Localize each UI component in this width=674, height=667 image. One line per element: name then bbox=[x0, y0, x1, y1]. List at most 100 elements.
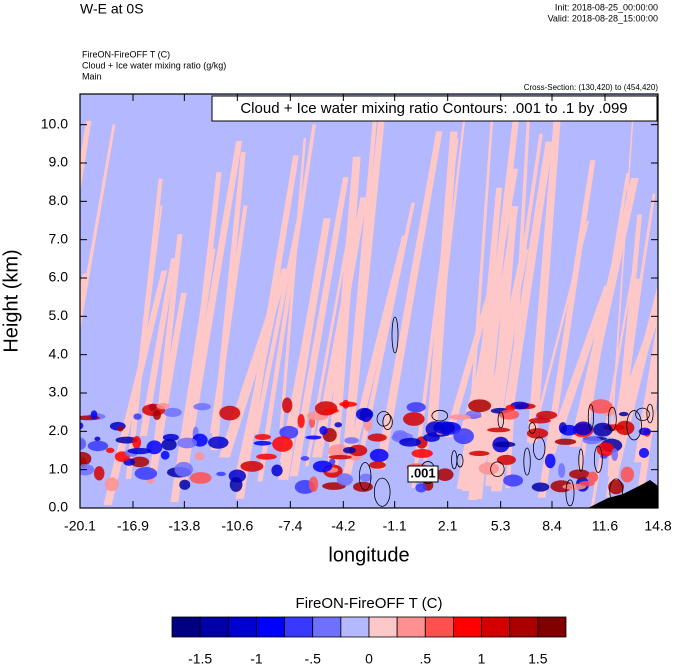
y-tick-label: 4.0 bbox=[49, 345, 69, 361]
y-tick-label: 1.0 bbox=[49, 460, 69, 476]
y-tick-label: 8.0 bbox=[49, 192, 69, 208]
field-blob bbox=[189, 472, 212, 484]
cross-section: Cross-Section: (130,420) to (454,420) bbox=[524, 83, 659, 92]
cloud-contour bbox=[607, 406, 617, 432]
field-stripe bbox=[610, 214, 642, 492]
field-blob bbox=[152, 409, 162, 420]
field-blob bbox=[558, 463, 566, 478]
field-blob bbox=[134, 467, 158, 480]
cloud-contour bbox=[373, 477, 391, 507]
field-blob bbox=[342, 399, 350, 409]
x-axis-label: longitude bbox=[328, 544, 409, 566]
colorbar-box bbox=[340, 616, 370, 638]
field-blob bbox=[229, 477, 243, 492]
cloud-contour bbox=[528, 422, 536, 434]
x-tick-label: -16.9 bbox=[117, 518, 149, 534]
field-blob bbox=[436, 468, 454, 481]
field-blob bbox=[596, 442, 615, 457]
field-blob bbox=[133, 413, 142, 420]
field-blob bbox=[415, 483, 427, 493]
field-blob bbox=[93, 466, 105, 481]
field-stripe bbox=[444, 263, 502, 438]
field-blob bbox=[618, 411, 629, 417]
field-blob bbox=[160, 450, 170, 460]
cloud-contour bbox=[382, 413, 393, 430]
y-tick-label: 5.0 bbox=[49, 307, 69, 323]
field-blob bbox=[161, 438, 177, 451]
field-stripe bbox=[153, 234, 183, 447]
x-tick-label: -13.8 bbox=[168, 518, 200, 534]
x-tick-label: 8.4 bbox=[542, 518, 562, 534]
cloud-contour bbox=[490, 461, 505, 477]
cloud-contour bbox=[497, 411, 505, 429]
field-blob bbox=[587, 471, 599, 483]
field-blob bbox=[336, 473, 353, 486]
field-blob bbox=[493, 441, 516, 448]
field-blob bbox=[528, 417, 551, 424]
colorbar-box bbox=[537, 616, 567, 638]
field-blob bbox=[608, 479, 625, 495]
field-blob bbox=[240, 460, 264, 472]
annotation: Cloud + Ice water mixing ratio Contours:… bbox=[240, 100, 627, 117]
field-blob bbox=[593, 422, 613, 437]
cloud-contour bbox=[358, 462, 372, 491]
subtitle: Cloud + Ice water mixing ratio (g/kg) bbox=[82, 60, 226, 70]
field-blob bbox=[406, 402, 426, 413]
field-blob bbox=[544, 453, 556, 469]
field-blob bbox=[323, 408, 339, 413]
field-blob bbox=[638, 447, 650, 458]
field-blob bbox=[104, 477, 119, 492]
field-blob bbox=[271, 464, 283, 477]
field-blob bbox=[496, 454, 516, 465]
field-blob bbox=[359, 473, 372, 482]
cloud-contour bbox=[565, 479, 575, 507]
field-blob bbox=[510, 401, 530, 410]
field-blob bbox=[272, 436, 293, 452]
field-blob bbox=[194, 452, 205, 461]
y-tick-label: 0.0 bbox=[49, 499, 69, 515]
valid-time: Valid: 2018-08-28_15:00:00 bbox=[548, 13, 658, 23]
field-blob bbox=[305, 435, 322, 440]
field-blob bbox=[615, 420, 635, 436]
x-tick-label: 14.8 bbox=[644, 518, 671, 534]
colorbar-box bbox=[396, 616, 426, 638]
field-blob bbox=[367, 433, 387, 442]
field-stripe bbox=[253, 196, 305, 435]
init-time: Init: 2018-08-25_00:00:00 bbox=[555, 2, 658, 12]
field-stripe bbox=[304, 206, 355, 467]
cloud-contour bbox=[431, 409, 449, 422]
field-stripe bbox=[80, 120, 92, 194]
field-shading bbox=[80, 94, 658, 508]
colorbar-tick-label: 1.5 bbox=[528, 651, 548, 667]
field-blob bbox=[536, 410, 558, 420]
field-blob bbox=[399, 437, 422, 447]
field-stripe bbox=[650, 405, 658, 432]
x-tick-label: 2.1 bbox=[438, 518, 458, 534]
cloud-contour bbox=[376, 411, 391, 427]
field-blob bbox=[162, 433, 179, 442]
field-stripe bbox=[149, 292, 187, 472]
field-blob bbox=[334, 422, 342, 428]
field-blob bbox=[179, 479, 191, 490]
field-blob bbox=[130, 456, 150, 468]
field-blob bbox=[411, 448, 433, 458]
cloud-contour bbox=[635, 407, 650, 421]
colorbar-box bbox=[256, 616, 285, 638]
field-blob bbox=[503, 474, 524, 487]
field-stripe bbox=[326, 156, 361, 475]
field-stripe bbox=[128, 205, 163, 457]
colorbar-box bbox=[227, 616, 257, 638]
field-blob bbox=[87, 440, 109, 452]
field-stripe bbox=[466, 97, 495, 458]
field-stripe bbox=[279, 138, 307, 429]
field-blob bbox=[423, 433, 440, 442]
field-stripe bbox=[609, 283, 658, 474]
field-blob bbox=[319, 426, 328, 435]
x-tick-label: -7.4 bbox=[278, 518, 302, 534]
cloud-contour bbox=[391, 316, 399, 354]
cloud-contour bbox=[626, 410, 642, 441]
cloud-contour bbox=[593, 445, 603, 473]
field-blob bbox=[300, 456, 310, 461]
colorbar-box bbox=[171, 616, 201, 638]
field-blob bbox=[297, 414, 305, 429]
